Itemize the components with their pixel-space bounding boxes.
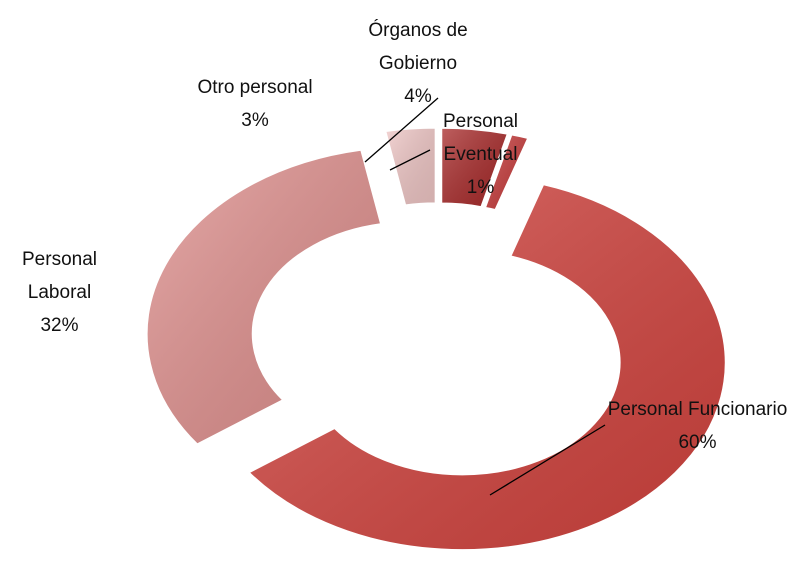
leader-line [364,97,439,163]
data-label: Órganos de Gobierno 4% [368,20,468,107]
leader-line [489,424,606,496]
data-label: Otro personal 3% [197,77,313,131]
slice-shade [248,184,726,551]
slice-shade [484,134,529,211]
slice-shade [441,127,508,208]
data-label: Personal Laboral 32% [22,249,97,336]
leader-line [389,149,431,171]
slices [146,127,726,551]
data-label: Personal Funcionario 60% [607,399,788,453]
slice-shade [146,149,382,445]
data-label: Personal Eventual 1% [443,111,518,198]
